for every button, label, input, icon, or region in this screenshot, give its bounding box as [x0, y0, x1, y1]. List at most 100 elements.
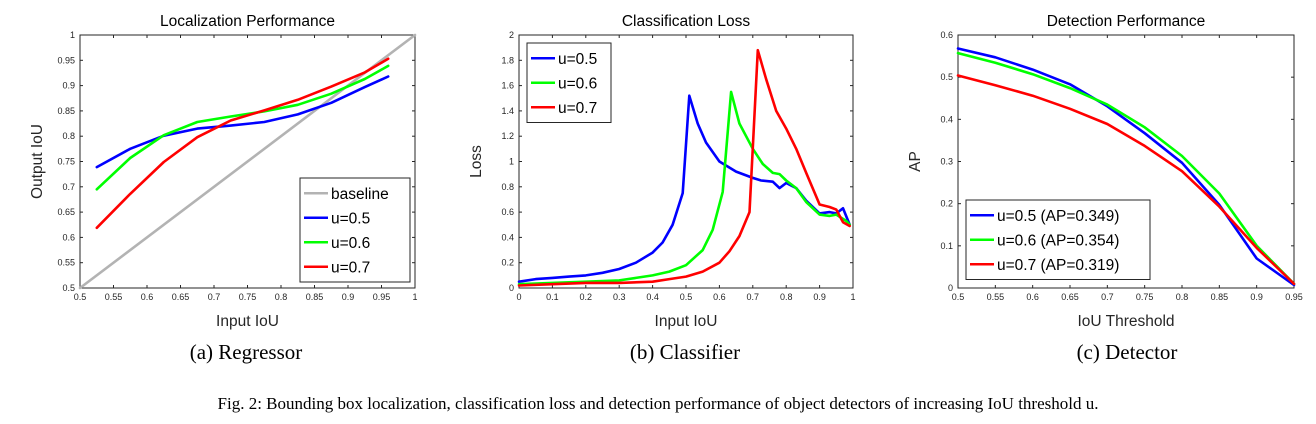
- series-line-u=0.5 (AP=0.349): [956, 47, 1296, 287]
- y-tick-label: 1.6: [501, 81, 514, 91]
- y-tick-label: 0.6: [940, 30, 953, 40]
- x-tick-label: 0.55: [987, 292, 1005, 302]
- y-tick-label: 1.2: [501, 131, 514, 141]
- series-line-u=0.7: [95, 57, 390, 230]
- y-tick-label: 0.6: [501, 207, 514, 217]
- legend-label: u=0.7: [558, 100, 597, 117]
- series-line-u=0.5: [95, 75, 390, 169]
- legend-label: u=0.6: [558, 75, 597, 92]
- x-tick-label: 0.6: [141, 292, 154, 302]
- legend-box: [299, 177, 411, 283]
- y-tick-label: 0.55: [57, 258, 75, 268]
- x-tick-label: 0.55: [105, 292, 123, 302]
- subcaption-a: (a) Regressor: [190, 340, 303, 364]
- y-tick-label: 0.3: [940, 157, 953, 167]
- y-axis-label: Loss: [468, 145, 485, 178]
- y-tick-label: 0.5: [940, 72, 953, 82]
- x-tick-label: 0.75: [1136, 292, 1154, 302]
- y-tick-label: 2: [509, 30, 514, 40]
- x-tick-label: 0.95: [373, 292, 391, 302]
- subcaption-b: (b) Classifier: [630, 340, 740, 364]
- x-tick-label: 1: [412, 292, 417, 302]
- x-tick-label: 0.7: [208, 292, 221, 302]
- x-tick-label: 0.85: [1211, 292, 1229, 302]
- y-tick-label: 0.5: [62, 283, 75, 293]
- legend-label: u=0.5: [331, 210, 370, 227]
- y-tick-label: 0.2: [940, 199, 953, 209]
- x-tick-label: 0.7: [1101, 292, 1114, 302]
- chart-title: Detection Performance: [1047, 13, 1206, 30]
- y-tick-label: 1: [70, 30, 75, 40]
- legend: u=0.5 (AP=0.349) u=0.6 (AP=0.354) u=0.7 (A…: [965, 199, 1151, 280]
- y-tick-label: 0.85: [57, 106, 75, 116]
- subcaption-c: (c) Detector: [1077, 340, 1178, 364]
- chart-title: Localization Performance: [160, 13, 335, 30]
- y-tick-label: 0.6: [62, 232, 75, 242]
- x-tick-label: 0.65: [172, 292, 190, 302]
- x-tick-label: 0.3: [613, 292, 626, 302]
- series-line-u=0.7 (AP=0.319): [956, 74, 1296, 286]
- y-tick-label: 1: [509, 157, 514, 167]
- x-tick-label: 0.5: [74, 292, 87, 302]
- series-line-u=0.5: [517, 94, 852, 284]
- y-axis-label: AP: [907, 151, 924, 172]
- y-tick-label: 1.8: [501, 55, 514, 65]
- legend-box: [965, 199, 1151, 280]
- legend-label: baseline: [331, 186, 389, 203]
- x-tick-label: 1: [850, 292, 855, 302]
- y-tick-label: 0.95: [57, 55, 75, 65]
- x-tick-label: 0.75: [239, 292, 257, 302]
- x-tick-label: 0.5: [952, 292, 965, 302]
- y-tick-label: 0.4: [940, 114, 953, 124]
- legend-label: u=0.5: [558, 51, 597, 68]
- x-tick-label: 0.9: [1250, 292, 1263, 302]
- y-tick-label: 0.75: [57, 157, 75, 167]
- legend-label: u=0.7 (AP=0.319): [997, 257, 1119, 274]
- series-line-u=0.6: [95, 64, 390, 191]
- y-tick-label: 0.7: [62, 182, 75, 192]
- x-tick-label: 0.7: [747, 292, 760, 302]
- y-tick-label: 0: [509, 283, 514, 293]
- y-tick-label: 0.8: [501, 182, 514, 192]
- chart-3: 0.5 0.55 0.6 0.65 0.7 0.75 0.8 0.85 0.9 0.95 0 0.1 0…: [907, 13, 1303, 330]
- x-tick-label: 0.2: [580, 292, 593, 302]
- x-tick-label: 0.5: [680, 292, 693, 302]
- x-tick-label: 0.8: [780, 292, 793, 302]
- y-tick-label: 0.2: [501, 258, 514, 268]
- y-tick-label: 0.9: [62, 81, 75, 91]
- x-tick-label: 0.95: [1285, 292, 1303, 302]
- legend: u=0.5 u=0.6 u=0.7: [526, 42, 612, 123]
- y-tick-label: 0.65: [57, 207, 75, 217]
- chart-title: Classification Loss: [622, 13, 751, 30]
- x-tick-label: 0.9: [813, 292, 826, 302]
- x-tick-label: 0.8: [275, 292, 288, 302]
- y-tick-label: 0.8: [62, 131, 75, 141]
- x-tick-label: 0.6: [713, 292, 726, 302]
- legend-label: u=0.7: [331, 259, 370, 276]
- chart-1: 0.5 0.55 0.6 0.65 0.7 0.75 0.8 0.85 0.9 0.95 1 0.5 0…: [29, 13, 418, 330]
- legend-label: u=0.6 (AP=0.354): [997, 232, 1119, 249]
- x-axis-label: Input IoU: [216, 313, 279, 330]
- y-tick-label: 0.1: [940, 241, 953, 251]
- chart-2: 0 0.1 0.2 0.3 0.4 0.5 0.6 0.7 0.8 0.9 1 0 0.2 0.4 0.6 0…: [468, 13, 856, 330]
- x-axis-label: Input IoU: [655, 313, 718, 330]
- legend: baseline u=0.5 u=0.6 u=0.7: [299, 177, 411, 283]
- x-tick-label: 0.6: [1026, 292, 1039, 302]
- x-tick-label: 0.8: [1176, 292, 1189, 302]
- y-tick-label: 0.4: [501, 232, 514, 242]
- series-line-u=0.6: [517, 90, 852, 286]
- y-tick-label: 0: [948, 283, 953, 293]
- x-tick-label: 0.4: [646, 292, 659, 302]
- y-tick-label: 1.4: [501, 106, 514, 116]
- legend-label: u=0.5 (AP=0.349): [997, 208, 1119, 225]
- series-line-u=0.7: [517, 48, 852, 287]
- x-axis-label: IoU Threshold: [1077, 313, 1174, 330]
- series-line-u=0.6 (AP=0.354): [956, 51, 1296, 286]
- x-tick-label: 0.1: [546, 292, 559, 302]
- x-tick-label: 0: [516, 292, 521, 302]
- x-tick-label: 0.85: [306, 292, 324, 302]
- legend-label: u=0.6: [331, 235, 370, 252]
- x-tick-label: 0.9: [342, 292, 355, 302]
- series-line-baseline: [78, 33, 417, 290]
